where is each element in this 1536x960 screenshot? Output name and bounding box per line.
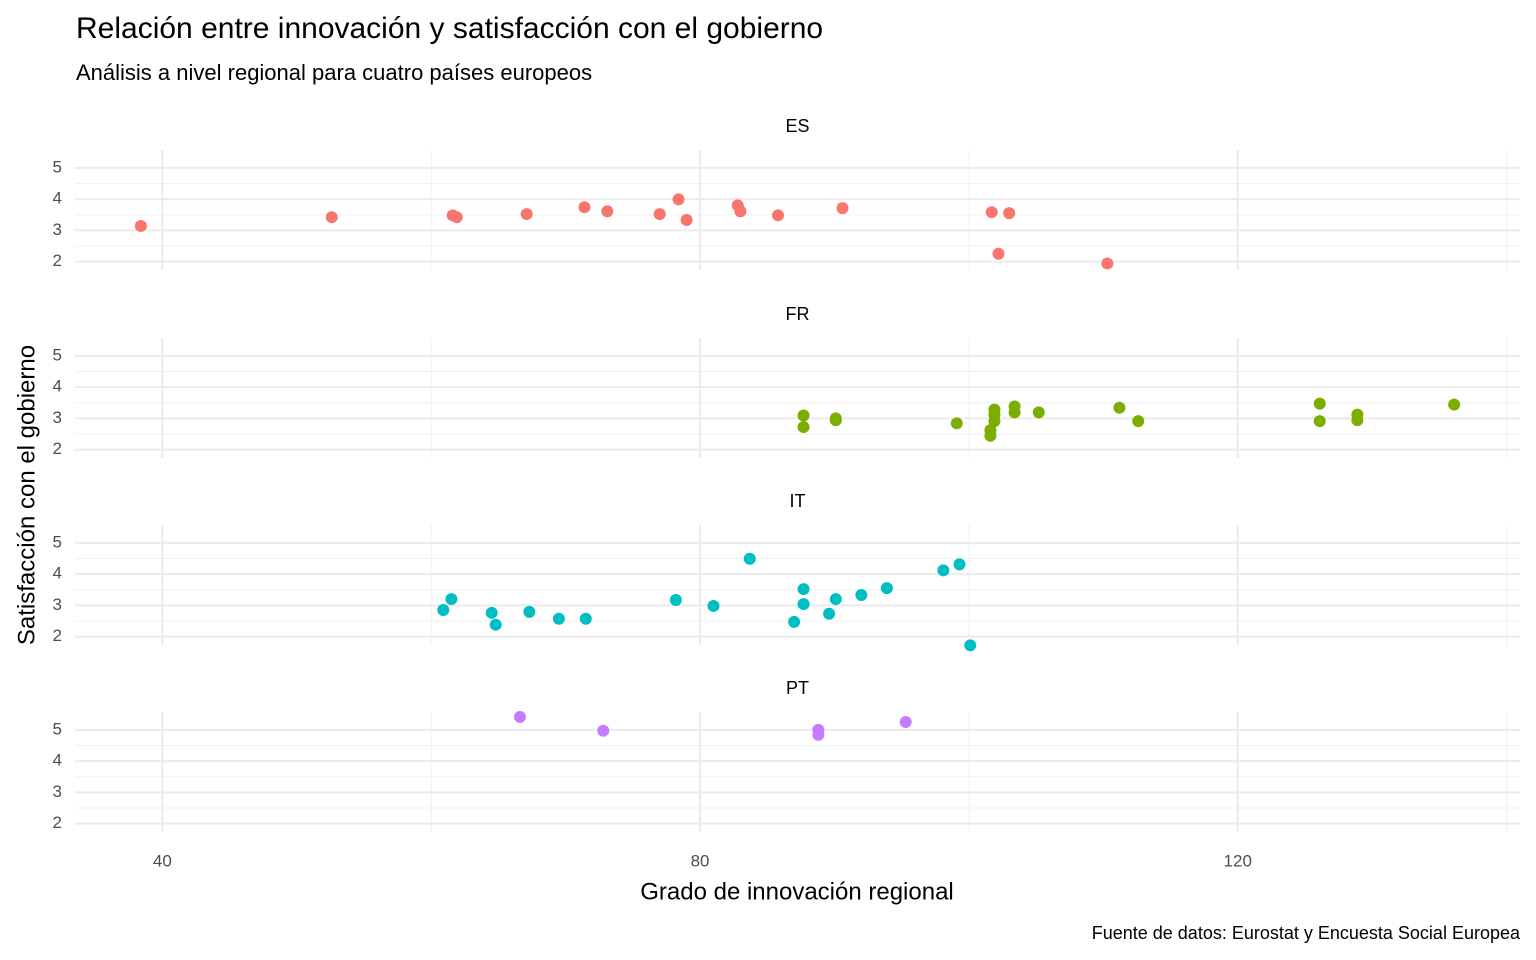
y-tick-label: 2 <box>53 813 62 832</box>
point <box>1032 406 1045 419</box>
y-tick-label: 3 <box>53 408 62 427</box>
chart-title: Relación entre innovación y satisfacción… <box>76 12 823 45</box>
point <box>829 414 842 427</box>
y-tick-label: 3 <box>53 595 62 614</box>
y-tick-label: 2 <box>53 439 62 458</box>
point <box>445 593 458 606</box>
point <box>772 209 785 222</box>
point <box>134 219 147 232</box>
point <box>578 201 591 214</box>
point <box>1003 207 1016 220</box>
point <box>788 615 801 628</box>
point <box>707 599 720 612</box>
x-axis-label: Grado de innovación regional <box>640 878 954 905</box>
point <box>836 202 849 215</box>
panel-title: IT <box>790 491 806 511</box>
point <box>797 421 810 434</box>
point <box>734 205 747 218</box>
panel-title: PT <box>786 678 809 698</box>
point <box>899 716 912 728</box>
y-tick-label: 4 <box>53 189 62 208</box>
point <box>950 417 963 430</box>
point <box>964 639 977 652</box>
point <box>437 604 450 616</box>
x-tick-label: 80 <box>691 851 710 870</box>
y-tick-label: 3 <box>53 220 62 239</box>
point <box>985 206 998 219</box>
x-tick-label: 120 <box>1224 851 1252 870</box>
point <box>992 247 1005 260</box>
x-tick-label: 40 <box>153 851 172 870</box>
panel-title: ES <box>785 116 809 136</box>
point <box>1101 257 1114 270</box>
point <box>823 607 836 620</box>
point <box>1313 415 1326 428</box>
y-tick-label: 5 <box>53 532 62 551</box>
point <box>797 598 810 611</box>
y-tick-label: 4 <box>53 751 62 770</box>
point <box>812 728 825 741</box>
point <box>1132 415 1145 428</box>
point <box>523 605 536 618</box>
point <box>1113 401 1126 414</box>
y-axis-label: Satisfacción con el gobierno <box>13 345 40 645</box>
point <box>797 409 810 422</box>
point <box>680 214 693 226</box>
point <box>325 211 338 224</box>
y-tick-label: 5 <box>53 345 62 364</box>
y-tick-label: 4 <box>53 377 62 396</box>
point <box>1313 397 1326 410</box>
point <box>489 618 502 631</box>
point <box>953 558 966 571</box>
point <box>1448 398 1461 411</box>
point <box>829 593 842 606</box>
point <box>601 205 614 218</box>
panel-title: FR <box>786 304 810 324</box>
point <box>1351 414 1364 427</box>
point <box>937 564 950 577</box>
y-tick-label: 2 <box>53 626 62 645</box>
point <box>1008 406 1021 419</box>
y-tick-label: 4 <box>53 564 62 583</box>
y-tick-label: 3 <box>53 782 62 801</box>
point <box>797 583 810 596</box>
y-tick-label: 5 <box>53 719 62 738</box>
point <box>743 552 756 565</box>
point <box>520 208 533 221</box>
y-tick-label: 2 <box>53 251 62 270</box>
point <box>597 724 610 737</box>
point <box>669 594 682 606</box>
chart-subtitle: Análisis a nivel regional para cuatro pa… <box>76 60 592 85</box>
point <box>984 429 997 442</box>
point <box>653 208 666 221</box>
point <box>672 193 685 206</box>
y-tick-label: 5 <box>53 157 62 176</box>
point <box>552 612 565 625</box>
point <box>579 612 592 625</box>
point <box>855 589 868 601</box>
point <box>880 582 893 595</box>
point <box>988 415 1001 428</box>
point <box>450 211 463 224</box>
point <box>513 711 526 723</box>
caption: Fuente de datos: Eurostat y Encuesta Soc… <box>1092 923 1521 943</box>
point <box>485 606 498 619</box>
